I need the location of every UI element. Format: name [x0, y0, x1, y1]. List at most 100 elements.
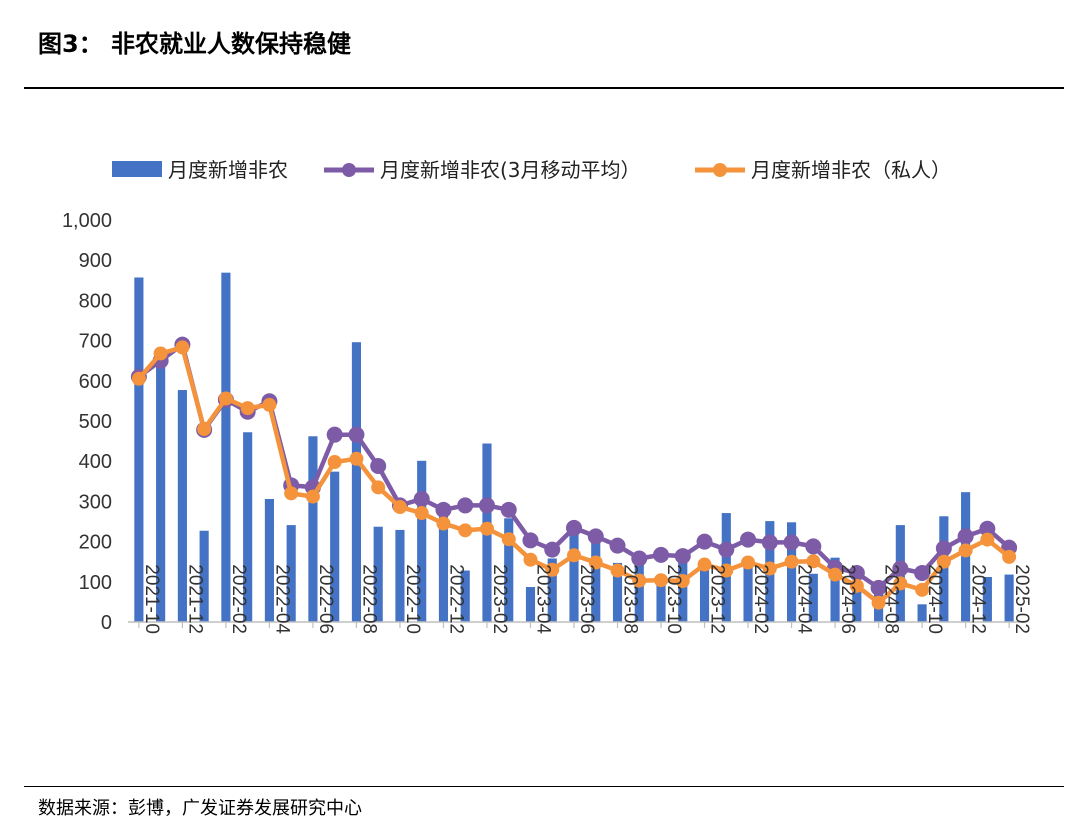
- x-tick-label: 2024-06: [837, 564, 858, 634]
- bar: [395, 529, 405, 622]
- y-tick-label: 1,000: [62, 210, 112, 232]
- x-tick-label: 2023-04: [532, 564, 553, 634]
- bar: [199, 530, 209, 622]
- private-point: [762, 561, 777, 576]
- bar: [264, 498, 274, 622]
- private-point: [414, 506, 429, 521]
- x-axis-tickmarks: [138, 622, 1010, 628]
- ma3-point: [892, 560, 909, 577]
- bar: [808, 573, 818, 622]
- x-tick-label: 2021-10: [141, 564, 162, 634]
- y-tick-label: 400: [79, 451, 112, 473]
- y-tick-label: 900: [79, 250, 112, 272]
- top-rule: [24, 87, 1064, 89]
- bar: [743, 558, 753, 622]
- x-tick-label: 2024-04: [794, 564, 815, 634]
- private-point: [153, 346, 168, 361]
- private-point: [654, 573, 669, 588]
- private-point: [523, 552, 538, 567]
- private-point: [479, 521, 494, 536]
- x-axis-labels: 2021-10 2021-12 2022-02 2022-04 2022-06 2022-…: [141, 564, 1032, 634]
- ma3-point: [370, 458, 387, 475]
- legend-swatch-ma3-marker: [342, 163, 356, 177]
- chart-legend: 月度新增非农 月度新增非农(3月移动平均） 月度新增非农（私人）: [112, 158, 951, 182]
- legend-label-monthly: 月度新增非农: [168, 158, 288, 182]
- figure-source: 数据来源：彭博，广发证券发展研究中心: [38, 798, 362, 819]
- bottom-rule: [24, 786, 1064, 787]
- legend-swatch-private-marker: [713, 163, 727, 177]
- bar: [134, 277, 144, 622]
- ma3-point: [870, 579, 887, 596]
- bar: [373, 526, 383, 622]
- x-tick-label: 2022-06: [315, 564, 336, 634]
- bar: [591, 535, 601, 622]
- private-point: [197, 422, 212, 437]
- bar: [917, 604, 927, 622]
- figure-title: 图3： 非农就业人数保持稳健: [38, 30, 352, 58]
- private-point: [305, 489, 320, 504]
- private-point: [458, 523, 473, 538]
- private-point: [588, 555, 603, 570]
- x-tick-label: 2022-02: [228, 564, 249, 634]
- y-tick-label: 800: [79, 290, 112, 312]
- ma3-point: [609, 537, 626, 554]
- y-tick-label: 500: [79, 411, 112, 433]
- x-tick-label: 2021-12: [184, 564, 205, 634]
- y-tick-label: 700: [79, 331, 112, 353]
- ma3-point: [631, 550, 648, 567]
- x-tick-label: 2022-12: [445, 564, 466, 634]
- private-point: [327, 455, 342, 470]
- x-tick-label: 2024-12: [968, 564, 989, 634]
- ma3-point: [979, 520, 996, 537]
- ma3-point: [478, 497, 495, 514]
- private-point: [131, 371, 146, 386]
- private-point: [545, 562, 560, 577]
- bar: [1004, 574, 1014, 622]
- bar: [612, 562, 623, 622]
- private-point: [240, 401, 255, 416]
- x-tick-label: 2023-06: [576, 564, 597, 634]
- ma3-point: [326, 426, 343, 443]
- private-point: [958, 543, 973, 558]
- bar: [656, 576, 666, 622]
- ma3-point: [566, 519, 582, 536]
- x-tick-label: 2025-02: [1011, 564, 1032, 634]
- private-point: [719, 563, 734, 578]
- private-point: [632, 573, 647, 588]
- y-tick-label: 600: [79, 371, 112, 393]
- ma3-point: [348, 426, 365, 443]
- private-point: [349, 451, 364, 466]
- x-tick-label: 2024-10: [924, 564, 945, 634]
- private-point: [175, 340, 190, 355]
- y-axis-ticks: 0 100 200 300 400 500 600 700 800 900 1,000: [62, 210, 112, 634]
- ma3-point: [413, 490, 430, 507]
- private-point: [980, 532, 995, 547]
- bar: [982, 576, 992, 622]
- x-tick-label: 2023-12: [707, 564, 728, 634]
- private-point: [1002, 549, 1017, 564]
- ma3-point: [805, 538, 822, 555]
- ma3-point: [696, 533, 713, 550]
- bar: [525, 587, 536, 622]
- private-point: [284, 486, 299, 501]
- bar: [504, 518, 514, 622]
- private-point: [871, 595, 886, 610]
- bar: [177, 390, 187, 622]
- private-point: [501, 532, 516, 547]
- ma3-point: [653, 546, 670, 563]
- private-point: [436, 516, 451, 531]
- x-tick-label: 2023-08: [620, 564, 641, 634]
- private-point: [784, 554, 799, 569]
- bar: [417, 460, 427, 622]
- private-point: [893, 576, 908, 591]
- x-tick-label: 2022-04: [271, 564, 292, 634]
- x-tick-label: 2024-02: [750, 564, 771, 634]
- x-tick-label: 2023-10: [663, 564, 684, 634]
- private-point: [371, 480, 386, 495]
- bar: [569, 530, 579, 622]
- x-tick-label: 2022-08: [358, 564, 379, 634]
- bar: [852, 586, 862, 622]
- bar: [286, 525, 296, 622]
- bar: [438, 511, 449, 622]
- private-point: [610, 563, 625, 578]
